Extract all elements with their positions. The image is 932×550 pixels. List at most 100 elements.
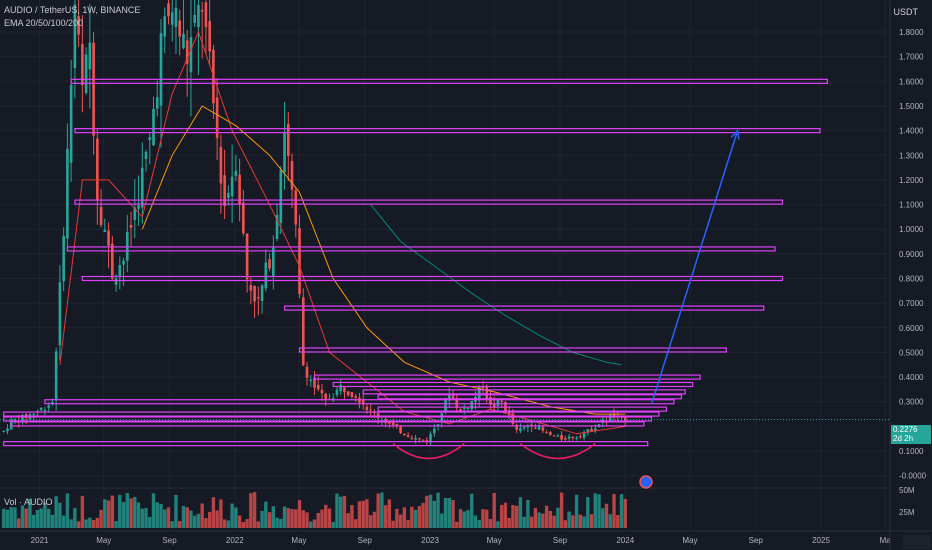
volume-bar: [578, 514, 583, 528]
volume-bar: [563, 520, 568, 528]
candle-body: [500, 400, 504, 402]
volume-bar: [69, 519, 73, 528]
candle-body: [395, 424, 399, 427]
volume-bar: [616, 515, 620, 528]
volume-bar: [50, 514, 55, 528]
y-tick-label: 0.9000: [899, 250, 924, 259]
candle-body: [399, 426, 402, 433]
y-tick-label: 0.6000: [899, 324, 924, 333]
volume-legend[interactable]: Vol · AUDIO: [4, 497, 53, 507]
candle-body: [182, 33, 185, 49]
volume-bar: [136, 502, 141, 528]
candle-body: [421, 439, 425, 441]
x-tick-label: May: [291, 536, 306, 545]
volume-bar: [612, 493, 616, 528]
candle-body: [313, 377, 316, 388]
volume-bar: [241, 521, 246, 528]
volume-bar: [346, 513, 350, 528]
level-line: [81, 275, 784, 282]
candle-body: [275, 215, 279, 239]
candle-body: [586, 429, 590, 433]
volume-bar: [54, 496, 58, 528]
candle-body: [324, 393, 328, 400]
volume-bar: [552, 515, 556, 528]
volume-tick-label: 50M: [899, 486, 915, 495]
y-tick-label: 0.1000: [899, 447, 924, 456]
volume-bar: [222, 519, 227, 528]
volume-bar: [485, 509, 489, 528]
candle-body: [305, 366, 309, 378]
candle-body: [459, 409, 462, 411]
candle-body: [272, 247, 275, 276]
volume-bar: [518, 497, 523, 528]
volume-bar: [447, 497, 451, 528]
candle-body: [361, 400, 365, 405]
volume-bar: [204, 518, 208, 528]
y-tick-label: 0.7000: [899, 299, 924, 308]
y-tick-label: 1.8000: [899, 28, 924, 37]
volume-bar: [428, 494, 433, 528]
x-tick-label: May: [487, 536, 502, 545]
volume-bar: [129, 498, 133, 528]
candle-body: [152, 108, 155, 146]
volume-bar: [193, 515, 197, 528]
last-price-badge: 0.2276: [891, 425, 931, 435]
candle-body: [582, 433, 586, 438]
candle-body: [365, 406, 369, 411]
candle-body: [257, 297, 260, 299]
volume-bar: [331, 521, 335, 528]
settings-icon[interactable]: [903, 535, 931, 549]
candles: [2, 0, 627, 447]
volume-bar: [46, 508, 51, 528]
candle-body: [159, 33, 163, 106]
volume-bar: [500, 504, 504, 528]
volume-bar: [514, 505, 519, 528]
volume-bar: [271, 506, 275, 528]
volume-bar: [601, 508, 605, 528]
volume-bar: [327, 508, 332, 528]
candle-body: [350, 392, 354, 397]
level-line: [313, 374, 701, 380]
y-tick-label: 1.5000: [899, 102, 924, 111]
countdown-badge: 2d 2h: [891, 434, 931, 444]
volume-bars: [2, 492, 627, 528]
volume-bar: [155, 502, 159, 528]
volume-bar: [28, 498, 32, 528]
volume-bar: [380, 492, 384, 528]
volume-bar: [361, 500, 365, 528]
ema-line-1: [59, 30, 626, 435]
volume-bar: [455, 521, 459, 528]
candle-body: [189, 37, 193, 73]
candle-body: [197, 4, 200, 28]
volume-bar: [559, 492, 564, 528]
candle-body: [47, 405, 50, 408]
volume-bar: [421, 502, 425, 528]
volume-bar: [477, 519, 481, 528]
volume-bar: [425, 495, 429, 528]
candle-body: [144, 151, 148, 159]
volume-bar: [623, 498, 627, 528]
candle-body: [429, 433, 432, 443]
level-line: [332, 381, 694, 388]
y-tick-label: 1.2000: [899, 176, 924, 185]
candle-body: [331, 397, 335, 401]
candle-body: [440, 413, 444, 423]
candle-body: [608, 414, 612, 423]
volume-bar: [32, 514, 36, 528]
volume-bar: [365, 499, 369, 528]
candle-body: [223, 175, 226, 207]
volume-bar: [275, 517, 279, 528]
volume-bar: [529, 516, 534, 528]
volume-bar: [282, 506, 287, 528]
volume-bar: [387, 499, 392, 528]
volume-bar: [196, 513, 201, 528]
candle-body: [32, 413, 36, 416]
candle-body: [354, 396, 357, 398]
candle-body: [545, 432, 548, 434]
volume-bar: [264, 501, 268, 528]
ema-legend[interactable]: EMA 20/50/100/200: [4, 18, 84, 28]
projection-arrow: [650, 130, 739, 405]
symbol-title[interactable]: AUDIO / TetherUS, 1W, BINANCE: [4, 5, 141, 15]
candle-body: [444, 398, 447, 413]
